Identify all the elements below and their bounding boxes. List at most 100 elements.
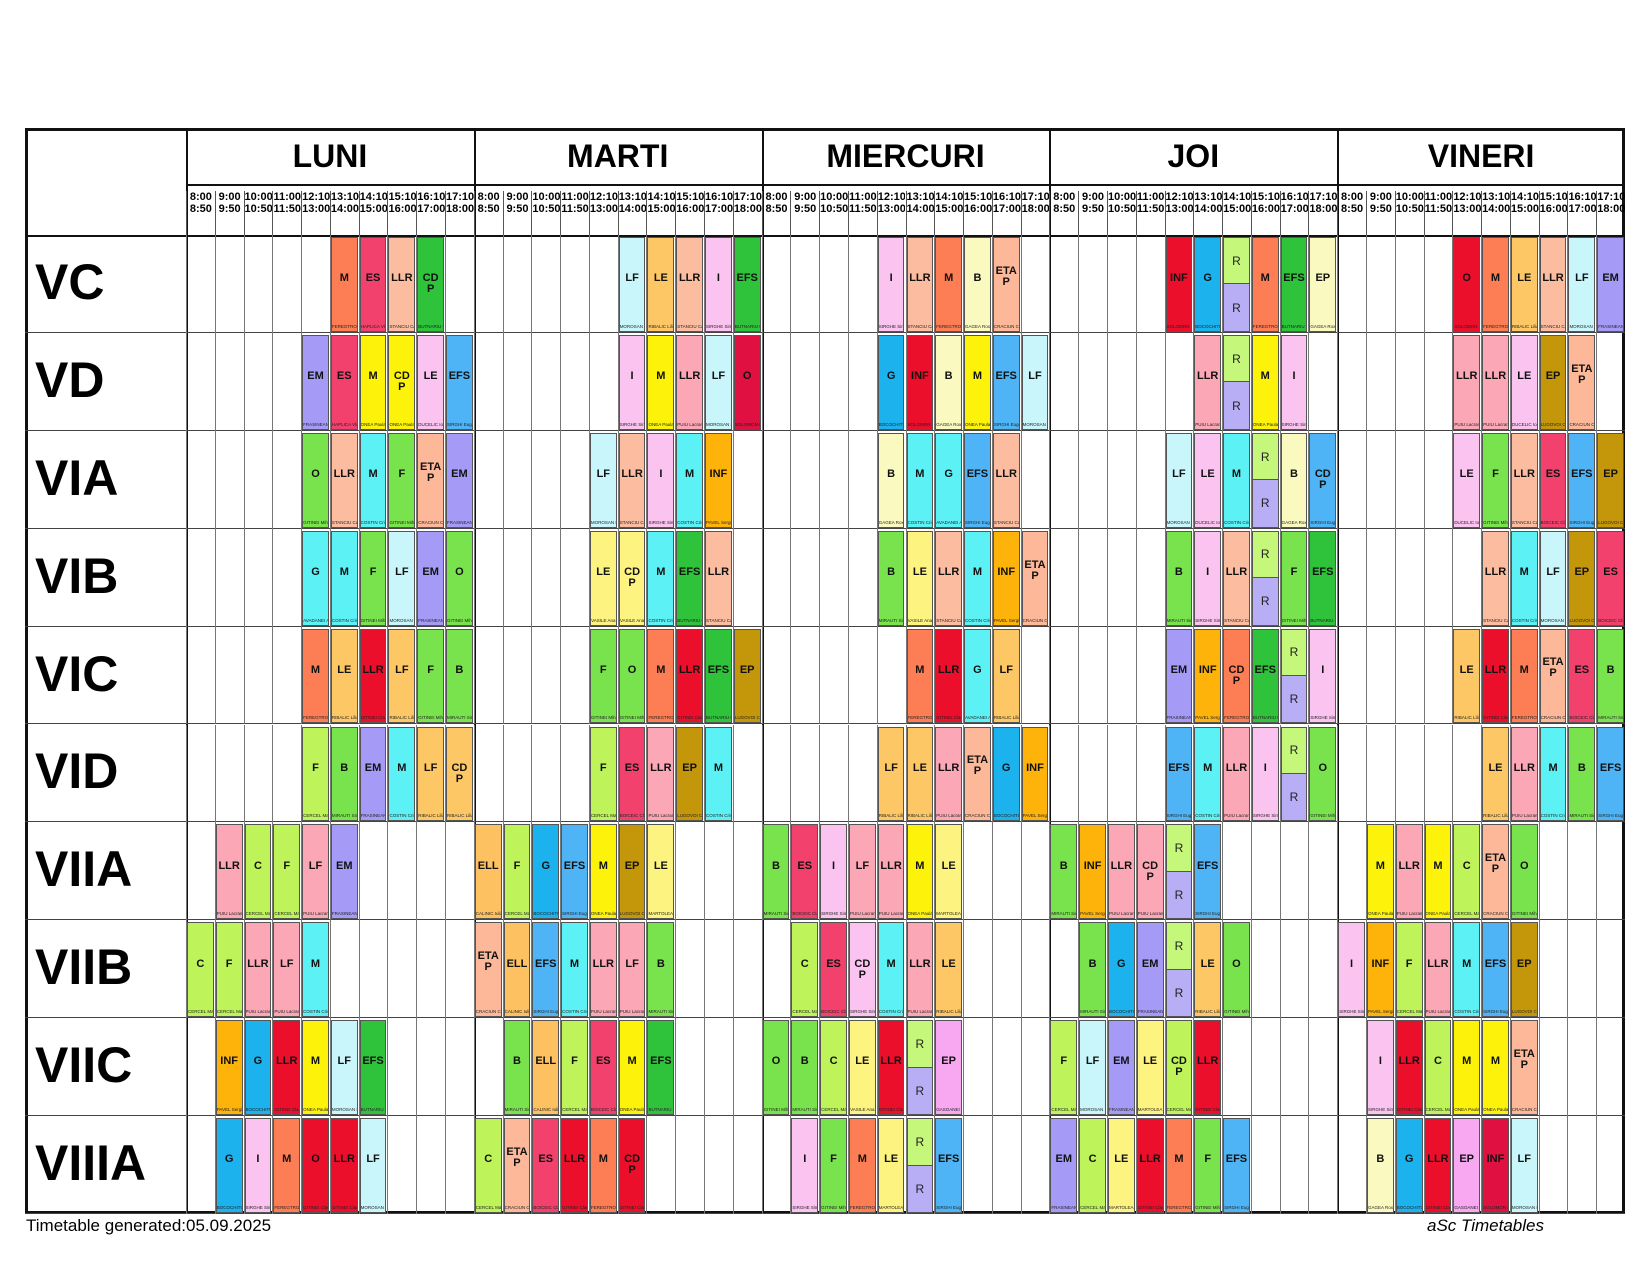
lesson-cell[interactable]: ELL CALINIC Iulia — [474, 824, 502, 920]
lesson-cell[interactable]: LF RIBALIC Liliana — [417, 726, 444, 822]
lesson-cell[interactable]: ES BOICEIC Claudia — [618, 726, 646, 822]
lesson-cell[interactable]: O GITINEI Mihaela — [1223, 922, 1250, 1018]
lesson-cell[interactable]: ETA P CRACIUN Claudiu — [1539, 628, 1567, 724]
lesson-cell[interactable]: EM FRASINEANU Sebastian — [330, 824, 358, 920]
lesson-cell[interactable]: LE MARTOLEA Gina — [1136, 1020, 1164, 1116]
lesson-cell[interactable]: I SIRGHE Simona — [705, 237, 732, 332]
lesson-cell[interactable]: LLR STANCIU Carina — [1510, 432, 1538, 528]
lesson-cell[interactable]: LLR GITINEI Claudia — [561, 1118, 588, 1213]
lesson-cell[interactable]: LE VASILE Ana — [589, 530, 617, 626]
lesson-cell[interactable]: LLR PUIU Lacramioara — [1194, 334, 1222, 430]
lesson-cell[interactable]: EFS SIRGHI Eugen — [1482, 922, 1509, 1018]
lesson-cell[interactable]: G AVADANEI Adrian — [964, 628, 991, 724]
lesson-cell[interactable]: LE MARTOLEA Gina — [877, 1118, 905, 1213]
lesson-cell[interactable]: EP LUGOVOI C. Alexandra — [618, 824, 646, 920]
lesson-cell[interactable]: B GAGEA Roxana — [964, 237, 991, 332]
lesson-cell[interactable]: LLR PUIU Lacramioara — [589, 922, 617, 1018]
lesson-cell[interactable]: B MIRAUTI Simona — [1597, 628, 1624, 724]
lesson-cell[interactable]: M ONEA Paula — [359, 334, 387, 430]
lesson-cell[interactable]: LE MARTOLEA Gina — [1107, 1118, 1135, 1213]
lesson-cell[interactable]: B MIRAUTI Simona — [877, 530, 905, 626]
lesson-cell[interactable]: F CERCEL Marius — [1050, 1020, 1078, 1116]
lesson-cell[interactable]: ES HAPLICA Vlasia — [359, 237, 387, 332]
lesson-cell[interactable]: M COSTIN Cristina — [1539, 726, 1567, 822]
lesson-cell[interactable]: M ONEA Paula — [302, 1020, 329, 1116]
lesson-cell[interactable]: M FEREGTRONU C. Marius — [589, 1118, 617, 1213]
lesson-cell[interactable]: ETA P CRACIUN Claudiu — [1568, 334, 1596, 430]
lesson-cell[interactable]: CDP GITINEI Claudia — [618, 1118, 646, 1213]
lesson-cell[interactable]: M FEREGTRONU C. Marius — [1510, 628, 1538, 724]
lesson-cell[interactable]: C CERCEL Marius — [1079, 1118, 1106, 1213]
lesson-cell[interactable]: M COSTIN Cristina — [388, 726, 416, 822]
lesson-cell[interactable]: C CERCEL Marius — [1453, 824, 1481, 920]
lesson-cell[interactable]: I SIRGHE Simona — [647, 432, 675, 528]
lesson-cell[interactable]: EP LUGOVOI C. Alexandra — [733, 628, 761, 724]
lesson-cell[interactable]: INF PAVEL Sergiu — [1366, 922, 1394, 1018]
lesson-cell[interactable]: LF MOROSAN Iulia — [618, 237, 646, 332]
lesson-cell[interactable]: LF MOROSAN Iulia — [1539, 530, 1567, 626]
lesson-cell[interactable]: EP LUGOVOI C. Alexandra — [676, 726, 704, 822]
lesson-cell[interactable]: LLR STANCIU Carina — [705, 530, 732, 626]
lesson-cell[interactable]: I SIRGHE Simona — [791, 1118, 819, 1213]
lesson-cell[interactable]: INF PAVEL Sergiu — [1079, 824, 1106, 920]
lesson-cell[interactable]: LLR STANCIU Carina — [935, 530, 963, 626]
lesson-cell[interactable]: LF RIBALIC Liliana — [388, 628, 416, 724]
lesson-cell[interactable]: LE RIBALIC Liliana — [1194, 922, 1222, 1018]
lesson-cell[interactable]: LLR GITINEI Claudia — [1424, 1118, 1452, 1213]
lesson-cell[interactable]: LLR GITINEI Claudia — [877, 1020, 905, 1116]
lesson-cell[interactable]: M FEREGTRONU C. Marius — [906, 628, 934, 724]
lesson-cell[interactable]: EP GASOANEI Lacramioara — [935, 1020, 963, 1116]
lesson-cell[interactable]: EFS SIRGHI Eugen — [1165, 726, 1193, 822]
lesson-cell[interactable]: LE DUCELIC Ioana — [417, 334, 444, 430]
lesson-cell[interactable]: M ONEA Paula — [1453, 1020, 1481, 1116]
lesson-cell[interactable]: C CERCEL Marius — [244, 824, 272, 920]
lesson-cell[interactable]: M ONEA Paula — [1251, 334, 1279, 430]
lesson-cell[interactable]: B MIRAUTI Simona — [503, 1020, 531, 1116]
lesson-cell[interactable]: LLR PUIU Lacramioara — [1482, 334, 1509, 430]
lesson-cell[interactable]: G AVADANEI Adrian — [302, 530, 329, 626]
lesson-cell[interactable]: M COSTIN Cristina — [1510, 530, 1538, 626]
lesson-cell[interactable]: B MIRAUTI Simona — [1165, 530, 1193, 626]
lesson-cell[interactable]: EM FRASINEANU Sebastian — [1050, 1118, 1078, 1213]
lesson-cell[interactable]: G BOCOCHITU Gabriel — [1107, 922, 1135, 1018]
lesson-cell[interactable]: ETA P CRACIUN Claudiu — [474, 922, 502, 1018]
lesson-cell[interactable]: EFS BUTNARIU Gabor — [1251, 628, 1279, 724]
lesson-cell[interactable]: EFS SIRGHI Eugen — [964, 432, 991, 528]
lesson-cell[interactable]: M ONEA Paula — [618, 1020, 646, 1116]
lesson-cell[interactable]: C CERCEL Marius — [791, 922, 819, 1018]
lesson-cell[interactable]: EFS BUTNARIU Gabor — [359, 1020, 387, 1116]
lesson-cell[interactable]: O SOLOMON Dumitru — [1453, 237, 1481, 332]
lesson-cell[interactable]: M ONEA Paula — [964, 334, 991, 430]
lesson-cell[interactable]: M FEREGTRONU C. Marius — [1482, 237, 1509, 332]
lesson-cell[interactable]: M ONEA Paula — [1366, 824, 1394, 920]
lesson-cell[interactable]: EFS SIRGHI Eugen — [1194, 824, 1222, 920]
lesson-cell[interactable]: F GITINEI Mihaela — [1194, 1118, 1222, 1213]
lesson-cell[interactable]: CDP FEREGTRONU C. Marius — [1223, 628, 1250, 724]
lesson-cell[interactable]: I SIRGHE Simona — [1194, 530, 1222, 626]
lesson-cell[interactable]: B GAGEA Roxana — [1280, 432, 1308, 528]
lesson-cell[interactable]: LF RIBALIC Liliana — [992, 628, 1020, 724]
lesson-cell[interactable]: LLR PUIU Lacramioara — [676, 334, 704, 430]
lesson-cell[interactable]: M COSTIN Cristina — [1453, 922, 1481, 1018]
lesson-cell[interactable]: LE DUCELIC Ioana — [1453, 432, 1481, 528]
lesson-cell[interactable]: ETA P CRACIUN Claudiu — [1482, 824, 1509, 920]
lesson-cell[interactable]: B MIRAUTI Simona — [330, 726, 358, 822]
lesson-cell[interactable]: G AVADANEI Adrian — [935, 432, 963, 528]
lesson-cell[interactable]: LF PUIU Lacramioara — [273, 922, 301, 1018]
lesson-cell[interactable]: F CERCEL Marius — [273, 824, 301, 920]
lesson-cell[interactable]: M COSTIN Cristina — [561, 922, 588, 1018]
lesson-cell[interactable]: ELL CALINIC Iulia — [532, 1020, 560, 1116]
lesson-cell[interactable]: EFS SIRGHI Eugen — [561, 824, 588, 920]
lesson-cell[interactable]: EM FRASINEANU Sebastian — [446, 432, 473, 528]
lesson-cell[interactable]: F GITINEI Mihaela — [1280, 530, 1308, 626]
lesson-cell[interactable]: LE RIBALIC Liliana — [647, 237, 675, 332]
lesson-cell[interactable]: ETA P CRACIUN Claudiu — [964, 726, 991, 822]
lesson-cell[interactable]: O GITINEI Mihaela — [1510, 824, 1538, 920]
lesson-cell[interactable]: CDP VASILE Ana — [618, 530, 646, 626]
lesson-cell[interactable]: LF MOROSAN Iulia — [1510, 1118, 1538, 1213]
lesson-cell[interactable]: B MIRAUTI Simona — [1568, 726, 1596, 822]
lesson-cell[interactable]: EFS BUTNARIU Gabor — [733, 237, 761, 332]
